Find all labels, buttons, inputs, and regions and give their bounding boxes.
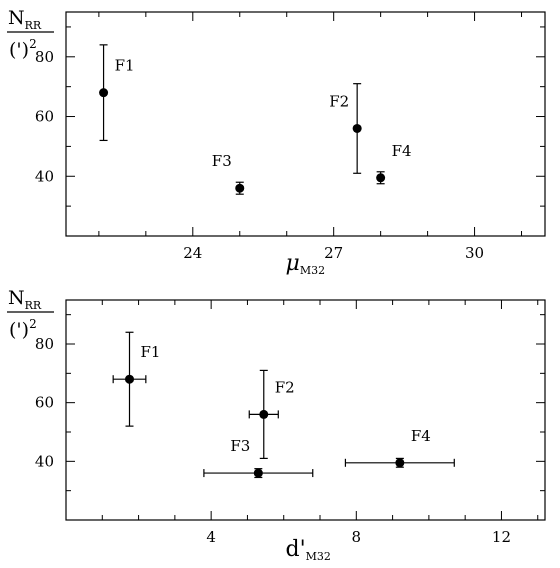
x-tick-label: 12	[492, 528, 511, 546]
point-label: F1	[115, 57, 135, 75]
bottom-panel: 4 8 12 40 60 80 NRR (')2 d'M32 F1 F2 F3 F4	[7, 287, 546, 563]
data-point	[376, 173, 386, 183]
y-tick-label: 80	[35, 48, 54, 66]
y-axis-label-denominator: (')2	[9, 37, 37, 61]
y-axis-label-exponent: 2	[29, 37, 37, 51]
data-point	[125, 374, 135, 384]
point-label: F1	[141, 343, 161, 361]
y-axis-label-RR: RR	[25, 19, 42, 32]
x-axis-label-main: μ	[286, 251, 300, 276]
point-label: F4	[411, 427, 431, 445]
x-tick-label: 4	[206, 528, 216, 546]
data-point	[253, 468, 263, 478]
y-tick-label: 60	[35, 108, 54, 126]
x-axis-label-subscript: M32	[300, 264, 325, 277]
point-label: F2	[329, 92, 349, 110]
point-label: F2	[275, 378, 295, 396]
y-tick-label: 80	[35, 335, 54, 353]
data-point	[395, 458, 405, 468]
y-axis-label-RR: RR	[25, 299, 42, 312]
y-tick-label: 40	[35, 452, 54, 470]
x-axis-label-subscript: M32	[306, 550, 331, 563]
x-tick-label: 8	[352, 528, 362, 546]
data-point	[259, 409, 269, 419]
y-axis-label-N: N	[8, 7, 25, 29]
x-axis-label-main: d'	[286, 537, 306, 562]
top-panel: 24 27 30 40 60 80 NRR (')2 μM32 F1 F2 F3 F4	[7, 7, 546, 277]
plot-frame	[65, 299, 546, 521]
x-axis-label: μM32	[286, 251, 326, 277]
x-tick-label: 27	[324, 244, 343, 262]
y-axis-label-denominator: (')2	[9, 317, 37, 341]
x-tick-label: 30	[465, 244, 484, 262]
point-label: F3	[230, 437, 250, 455]
plot-frame	[65, 11, 546, 237]
point-label: F4	[392, 142, 412, 160]
y-axis-label-paren: (')	[9, 319, 29, 341]
data-point	[352, 123, 362, 133]
data-point	[99, 88, 109, 98]
point-label: F3	[212, 152, 232, 170]
y-tick-label: 60	[35, 394, 54, 412]
y-axis-label-paren: (')	[9, 39, 29, 61]
y-axis-label-N: N	[8, 287, 25, 309]
y-tick-label: 40	[35, 167, 54, 185]
x-tick-label: 24	[183, 244, 202, 262]
y-axis-label-exponent: 2	[29, 317, 37, 331]
y-axis-label-numerator: NRR	[8, 7, 42, 32]
y-axis-label-numerator: NRR	[8, 287, 42, 312]
x-axis-label: d'M32	[286, 537, 331, 563]
data-point	[235, 183, 245, 193]
